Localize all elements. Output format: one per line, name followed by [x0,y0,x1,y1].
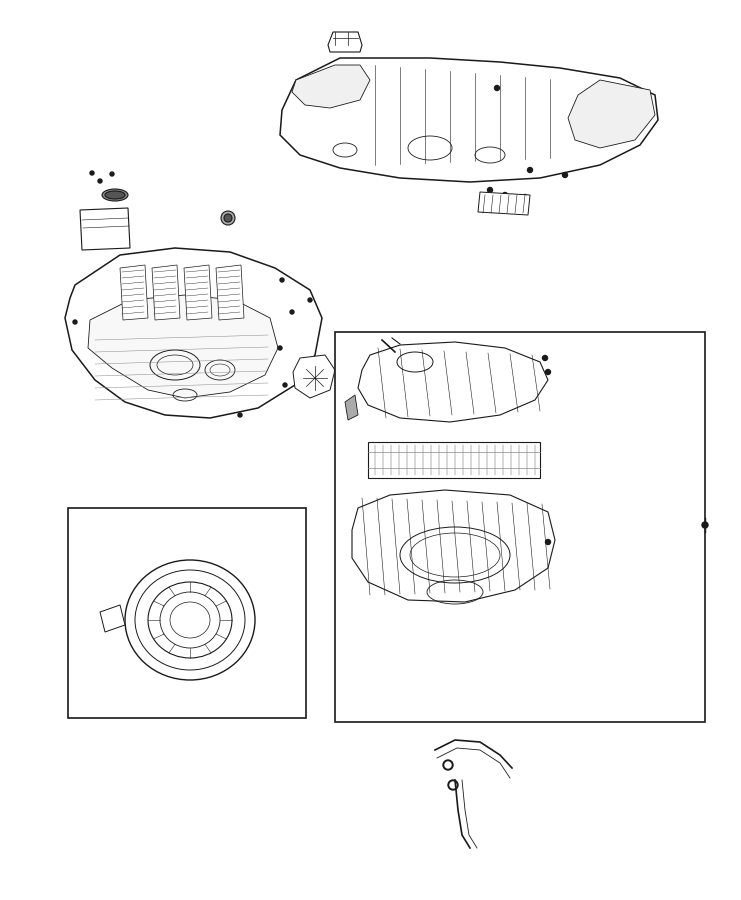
Circle shape [445,762,451,768]
Circle shape [528,167,533,173]
Polygon shape [88,295,278,398]
Circle shape [450,782,456,788]
Polygon shape [65,248,322,418]
Ellipse shape [105,191,125,199]
Circle shape [283,383,287,387]
Circle shape [278,346,282,350]
Circle shape [542,356,548,361]
Polygon shape [80,208,130,250]
Circle shape [488,187,493,193]
Circle shape [90,171,94,175]
Ellipse shape [221,211,235,225]
Circle shape [290,310,294,314]
Polygon shape [292,65,370,108]
Polygon shape [100,605,125,632]
Ellipse shape [224,214,232,222]
Circle shape [545,539,551,544]
Circle shape [562,173,568,177]
Polygon shape [358,342,548,422]
Polygon shape [293,355,335,398]
Circle shape [494,86,499,91]
Circle shape [73,320,77,324]
Circle shape [308,298,312,302]
Circle shape [280,278,284,282]
Polygon shape [184,265,212,320]
Polygon shape [328,32,362,52]
Bar [335,332,705,722]
Circle shape [443,760,453,770]
Circle shape [545,370,551,374]
Bar [68,508,306,718]
Polygon shape [216,265,244,320]
Polygon shape [368,442,540,478]
Polygon shape [478,192,530,215]
Circle shape [110,172,114,176]
Circle shape [502,193,508,197]
Circle shape [238,413,242,417]
Polygon shape [280,58,658,182]
Polygon shape [352,490,555,602]
Circle shape [702,522,708,528]
Ellipse shape [102,189,128,201]
Polygon shape [345,395,358,420]
Polygon shape [568,80,655,148]
Polygon shape [152,265,180,320]
Circle shape [522,194,528,200]
Circle shape [448,780,458,790]
Circle shape [98,179,102,183]
Polygon shape [120,265,148,320]
